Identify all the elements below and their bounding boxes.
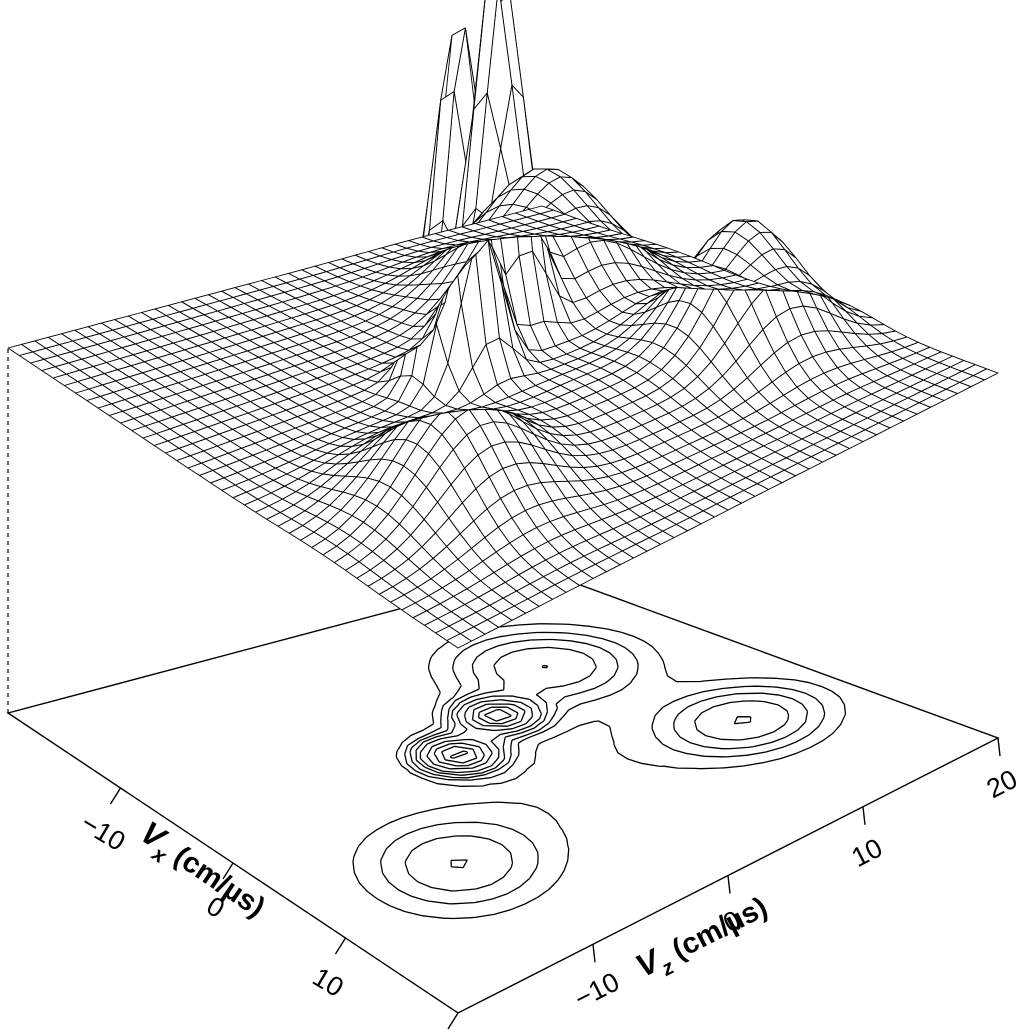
vz-axis-tick — [727, 875, 731, 894]
vx-tick-label: −10 — [76, 808, 131, 857]
contour-line — [426, 699, 534, 770]
vz-axis-tick — [592, 944, 596, 963]
contour-line — [419, 665, 752, 774]
contour-line — [404, 638, 809, 892]
vz-axis-title: Vz(cm/µs) — [630, 888, 776, 991]
vz-tick-label: 10 — [847, 833, 887, 873]
contour-lines — [352, 623, 847, 920]
vz-tick-label: −10 — [570, 967, 624, 1015]
surface-mesh — [7, 0, 999, 649]
vz-axis-tick — [862, 806, 866, 825]
contour-line — [415, 646, 790, 869]
axis-ticks — [109, 737, 1001, 1030]
vx-axis-tick — [109, 787, 122, 805]
vx-axis-tick — [334, 937, 347, 955]
vx-axis-tick — [222, 862, 234, 880]
surface-cell — [7, 343, 34, 356]
contour-line — [433, 703, 526, 767]
contour-line — [441, 706, 519, 764]
vz-axis-tick — [997, 737, 1001, 757]
contour-plane-outline — [6, 570, 1000, 1014]
vz-tick-label: 20 — [982, 764, 1022, 804]
vx-axis-title: Vx(cm/µs) — [130, 814, 273, 930]
vx-tick-label: 10 — [308, 962, 349, 1003]
contour-line — [379, 631, 826, 905]
contour-line — [352, 623, 847, 920]
contour-plane — [6, 570, 1000, 1014]
vx-axis-tick — [447, 1012, 459, 1030]
vz-axis-title-units: (cm/µs) — [667, 891, 773, 966]
contour-line — [449, 709, 512, 759]
